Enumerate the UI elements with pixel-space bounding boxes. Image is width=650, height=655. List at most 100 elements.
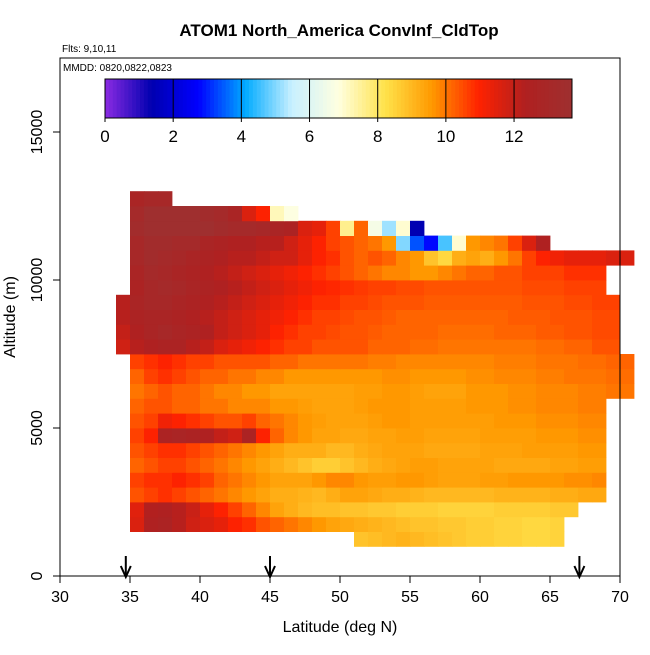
heatmap-cell	[228, 383, 243, 399]
colorbar-segment	[381, 79, 386, 118]
heatmap-cell	[144, 191, 159, 207]
heatmap-cell	[536, 487, 551, 503]
heatmap-cell	[466, 250, 481, 266]
x-tick-label: 55	[401, 589, 419, 606]
colorbar-segment	[303, 79, 308, 118]
heatmap-cell	[312, 413, 327, 429]
heatmap-cell	[186, 398, 201, 414]
heatmap-cell	[214, 250, 229, 266]
heatmap-cell	[382, 413, 397, 429]
flights-label: Flts: 9,10,11	[62, 44, 117, 55]
heatmap-cell	[452, 294, 467, 310]
heatmap-cell	[354, 354, 369, 370]
heatmap-cell	[368, 235, 383, 251]
heatmap-cell	[480, 383, 495, 399]
heatmap-cell	[466, 280, 481, 296]
heatmap-cell	[200, 294, 215, 310]
heatmap-cell	[228, 413, 243, 429]
heatmap-cell	[382, 383, 397, 399]
heatmap-cell	[438, 531, 453, 547]
heatmap-cell	[228, 324, 243, 340]
heatmap-cell	[312, 398, 327, 414]
heatmap-cell	[480, 309, 495, 325]
heatmap-cell	[130, 220, 145, 236]
heatmap-cell	[368, 383, 383, 399]
heatmap-cell	[396, 235, 411, 251]
heatmap-cell	[606, 383, 621, 399]
colorbar-segment	[322, 79, 328, 118]
heatmap-cell	[298, 398, 313, 414]
heatmap-cell	[396, 428, 411, 444]
heatmap-cell	[522, 280, 537, 296]
colorbar-segment	[521, 79, 526, 118]
heatmap-cell	[312, 487, 327, 503]
x-tick-label: 30	[51, 589, 69, 606]
heatmap-cell	[270, 280, 285, 296]
heatmap-cell	[494, 309, 509, 325]
heatmap-cell	[550, 339, 565, 355]
heatmap-cell	[270, 442, 285, 458]
colorbar-segment	[206, 79, 211, 118]
heatmap-cell	[438, 309, 453, 325]
heatmap-cell	[158, 383, 173, 399]
colorbar-segment	[560, 79, 565, 118]
heatmap-cell	[382, 531, 397, 547]
heatmap-cell	[536, 235, 551, 251]
heatmap-cell	[130, 265, 145, 281]
heatmap-cell	[438, 250, 453, 266]
heatmap-cell	[172, 383, 187, 399]
heatmap-cell	[536, 457, 551, 473]
heatmap-cell	[172, 324, 187, 340]
x-tick-label: 35	[121, 589, 139, 606]
heatmap-cell	[592, 354, 607, 370]
colorbar-tick-label: 8	[373, 127, 382, 146]
heatmap-cell	[522, 457, 537, 473]
heatmap-cell	[494, 457, 509, 473]
heatmap-cell	[130, 294, 145, 310]
heatmap-cell	[270, 413, 285, 429]
heatmap-cell	[312, 280, 327, 296]
heatmap-cell	[200, 487, 215, 503]
heatmap-cell	[214, 294, 229, 310]
heatmap-cell	[340, 383, 355, 399]
heatmap-cell	[242, 383, 257, 399]
heatmap-cell	[354, 413, 369, 429]
heatmap-cell	[144, 487, 159, 503]
heatmap-cell	[466, 324, 481, 340]
heatmap-cell	[592, 309, 607, 325]
colorbar-segment	[143, 79, 149, 118]
heatmap-cells	[116, 191, 635, 547]
heatmap-cell	[172, 442, 187, 458]
colorbar-segment	[334, 79, 339, 118]
heatmap-cell	[158, 487, 173, 503]
heatmap-cell	[522, 428, 537, 444]
heatmap-cell	[550, 516, 565, 532]
heatmap-cell	[354, 442, 369, 458]
heatmap-cell	[396, 250, 411, 266]
heatmap-cell	[410, 265, 425, 281]
y-tick-label: 15000	[29, 110, 46, 155]
heatmap-cell	[284, 220, 299, 236]
colorbar-segment	[237, 79, 242, 118]
heatmap-cell	[536, 398, 551, 414]
colorbar-segment	[284, 79, 289, 118]
heatmap-cell	[172, 502, 187, 518]
heatmap-cell	[578, 250, 593, 266]
heatmap-cell	[228, 206, 243, 222]
heatmap-cell	[550, 428, 565, 444]
heatmap-cell	[130, 191, 145, 207]
heatmap-cell	[466, 383, 481, 399]
heatmap-cell	[480, 294, 495, 310]
heatmap-cell	[284, 472, 299, 488]
heatmap-cell	[466, 265, 481, 281]
heatmap-cell	[144, 265, 159, 281]
colorbar-segment	[330, 79, 336, 118]
colorbar-segment	[155, 79, 160, 118]
heatmap-cell	[340, 442, 355, 458]
heatmap-cell	[242, 368, 257, 384]
heatmap-cell	[256, 235, 271, 251]
heatmap-cell	[144, 472, 159, 488]
heatmap-cell	[242, 294, 257, 310]
